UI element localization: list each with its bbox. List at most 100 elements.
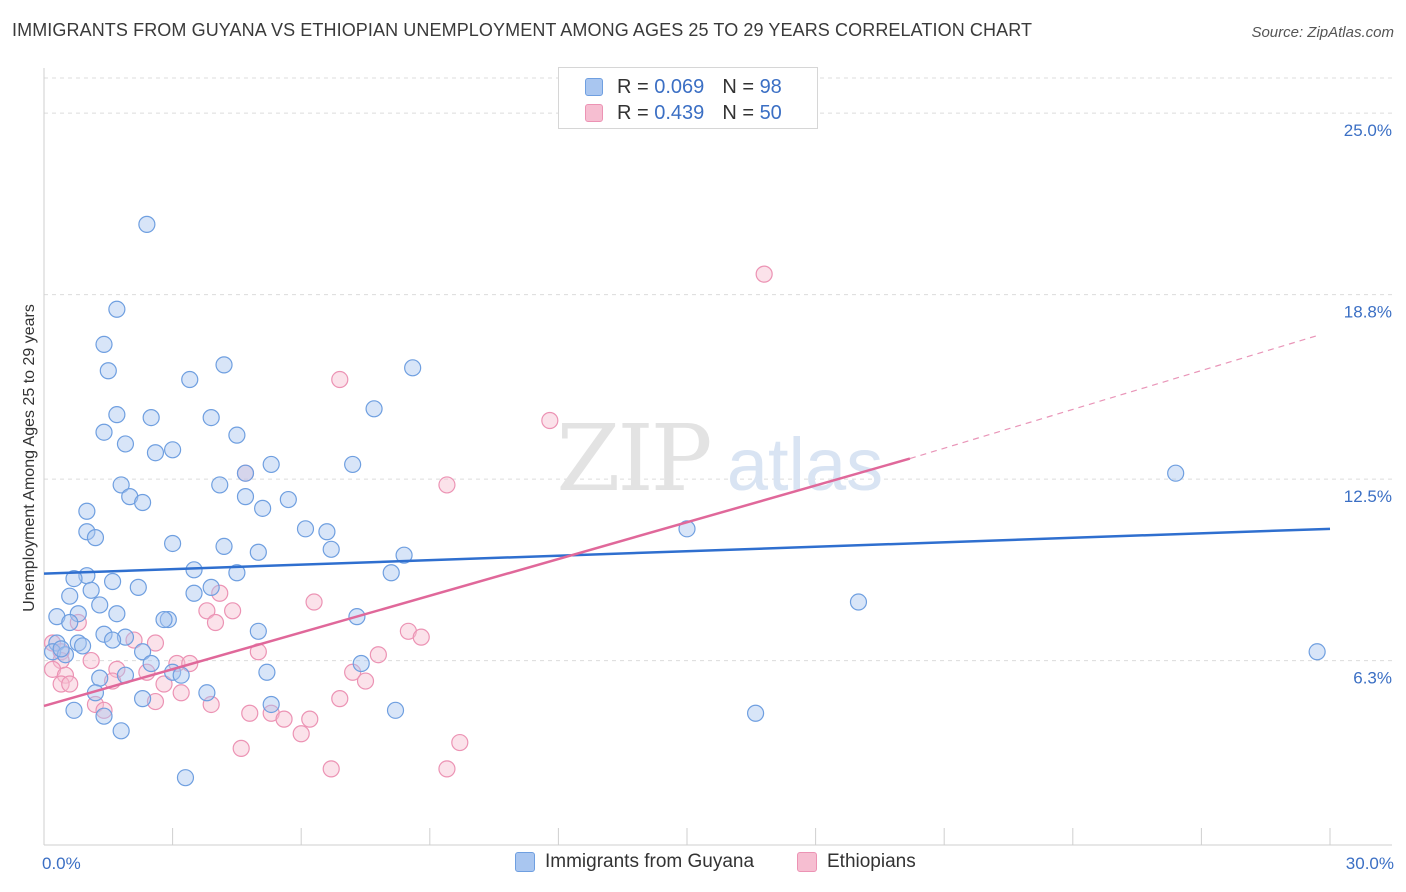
guyana-point xyxy=(849,593,868,611)
guyana-point xyxy=(164,534,182,553)
guyana-point xyxy=(249,622,267,640)
guyana-point xyxy=(382,564,400,582)
n-label: N = xyxy=(722,101,754,124)
ethiopian-point xyxy=(95,701,113,719)
guyana-point xyxy=(365,400,383,418)
guyana-point xyxy=(181,370,199,389)
r-value: 0.069 xyxy=(654,75,705,98)
ethiopian-point xyxy=(322,760,340,778)
chart-title: IMMIGRANTS FROM GUYANA VS ETHIOPIAN UNEM… xyxy=(12,20,1033,40)
guyana-point xyxy=(133,493,152,512)
trend-lines xyxy=(43,335,1331,708)
ethiopian-point xyxy=(451,733,469,752)
guyana-point xyxy=(65,701,83,719)
guyana-point xyxy=(228,426,246,444)
guyana-point xyxy=(108,605,126,623)
guyana-point xyxy=(95,335,113,354)
guyana-point xyxy=(86,529,105,547)
stats-legend: R = 0.069 N = 98 R = 0.439 N = 50 xyxy=(558,67,818,129)
guyana-point xyxy=(95,625,113,643)
legend-label-guyana: Immigrants from Guyana xyxy=(545,851,755,872)
guyana-point xyxy=(279,490,297,509)
guyana-point xyxy=(202,578,220,596)
guyana-point xyxy=(164,441,182,459)
guyana-point xyxy=(61,587,79,605)
guyana-point xyxy=(344,455,362,474)
guyana-point xyxy=(386,701,405,719)
ethiopian-point xyxy=(369,646,387,664)
ethiopian-point xyxy=(224,602,242,620)
y-tick-label: 6.3% xyxy=(1353,669,1392,688)
watermark-zip: ZIP xyxy=(556,405,709,512)
r-label: R = xyxy=(617,101,649,124)
guyana-point xyxy=(108,406,126,424)
n-label: N = xyxy=(722,75,754,98)
guyana-point xyxy=(322,540,340,558)
guyana-point xyxy=(65,569,83,588)
ethiopian-point xyxy=(61,675,79,693)
ethiopians-legend-swatch xyxy=(797,852,817,872)
series-legend: Immigrants from Guyana Ethiopians xyxy=(0,851,1406,877)
legend-item-guyana[interactable]: Immigrants from Guyana xyxy=(515,851,754,873)
ethiopian-point xyxy=(292,725,310,743)
guyana-point xyxy=(254,499,272,517)
guyana-point xyxy=(746,704,765,722)
ethiopian-point xyxy=(438,760,456,778)
r-value: 0.439 xyxy=(654,101,705,124)
ethiopian-point xyxy=(146,692,165,711)
guyana-point xyxy=(95,707,113,725)
guyana-point xyxy=(73,637,92,655)
guyana-point xyxy=(112,722,130,740)
guyana-point xyxy=(95,423,113,441)
ethiopian-point xyxy=(301,710,319,728)
legend-label-ethiopians: Ethiopians xyxy=(827,851,916,872)
guyana-point xyxy=(678,520,696,538)
guyana-point xyxy=(185,584,203,602)
ethiopian-point xyxy=(438,476,456,494)
guyana-point xyxy=(91,596,109,614)
guyana-point xyxy=(78,523,96,541)
guyana-point xyxy=(69,605,87,623)
x-tick-label: 0.0% xyxy=(42,854,81,873)
watermark: ZIP atlas xyxy=(556,405,883,512)
ethiopian-point xyxy=(331,370,349,389)
guyana-point xyxy=(103,572,122,591)
guyana-point xyxy=(249,543,267,561)
ethiopian-point xyxy=(755,265,773,283)
ethiopian-point xyxy=(43,634,62,652)
guyana-point xyxy=(155,610,173,629)
ethiopian-point xyxy=(172,684,190,702)
x-tick-label: 30.0% xyxy=(1346,854,1394,873)
ethiopian-point xyxy=(232,739,250,757)
guyana-point xyxy=(318,523,336,541)
guyana-point xyxy=(395,546,413,564)
guyana-point xyxy=(404,359,422,377)
guyana-point xyxy=(99,362,117,380)
legend-item-ethiopians[interactable]: Ethiopians xyxy=(797,851,916,873)
grid-lines xyxy=(44,77,1392,662)
ethiopian-point xyxy=(82,651,100,670)
guyana-point xyxy=(1167,464,1185,482)
guyana-point xyxy=(116,628,135,646)
guyana-point xyxy=(1308,643,1326,661)
guyana-point xyxy=(202,408,220,427)
ethiopian-point xyxy=(146,634,165,652)
guyana-legend-swatch xyxy=(515,852,535,872)
guyana-point xyxy=(133,690,152,708)
guyana-swatch xyxy=(585,78,603,96)
ethiopian-point xyxy=(541,411,559,430)
guyana-point xyxy=(142,408,160,427)
guyana-point xyxy=(215,356,233,374)
guyana-point xyxy=(146,444,165,462)
y-tick-label: 18.8% xyxy=(1344,303,1392,322)
guyana-point xyxy=(129,578,147,596)
ethiopians-swatch xyxy=(585,104,603,122)
guyana-point xyxy=(78,502,96,520)
ethiopian-point xyxy=(86,695,105,714)
guyana-point xyxy=(258,663,276,681)
guyana-point xyxy=(215,537,233,555)
ethiopian-trend-extension xyxy=(909,335,1318,460)
guyana-point xyxy=(138,215,156,233)
ethiopian-point xyxy=(412,628,430,646)
guyana-point xyxy=(262,455,280,474)
